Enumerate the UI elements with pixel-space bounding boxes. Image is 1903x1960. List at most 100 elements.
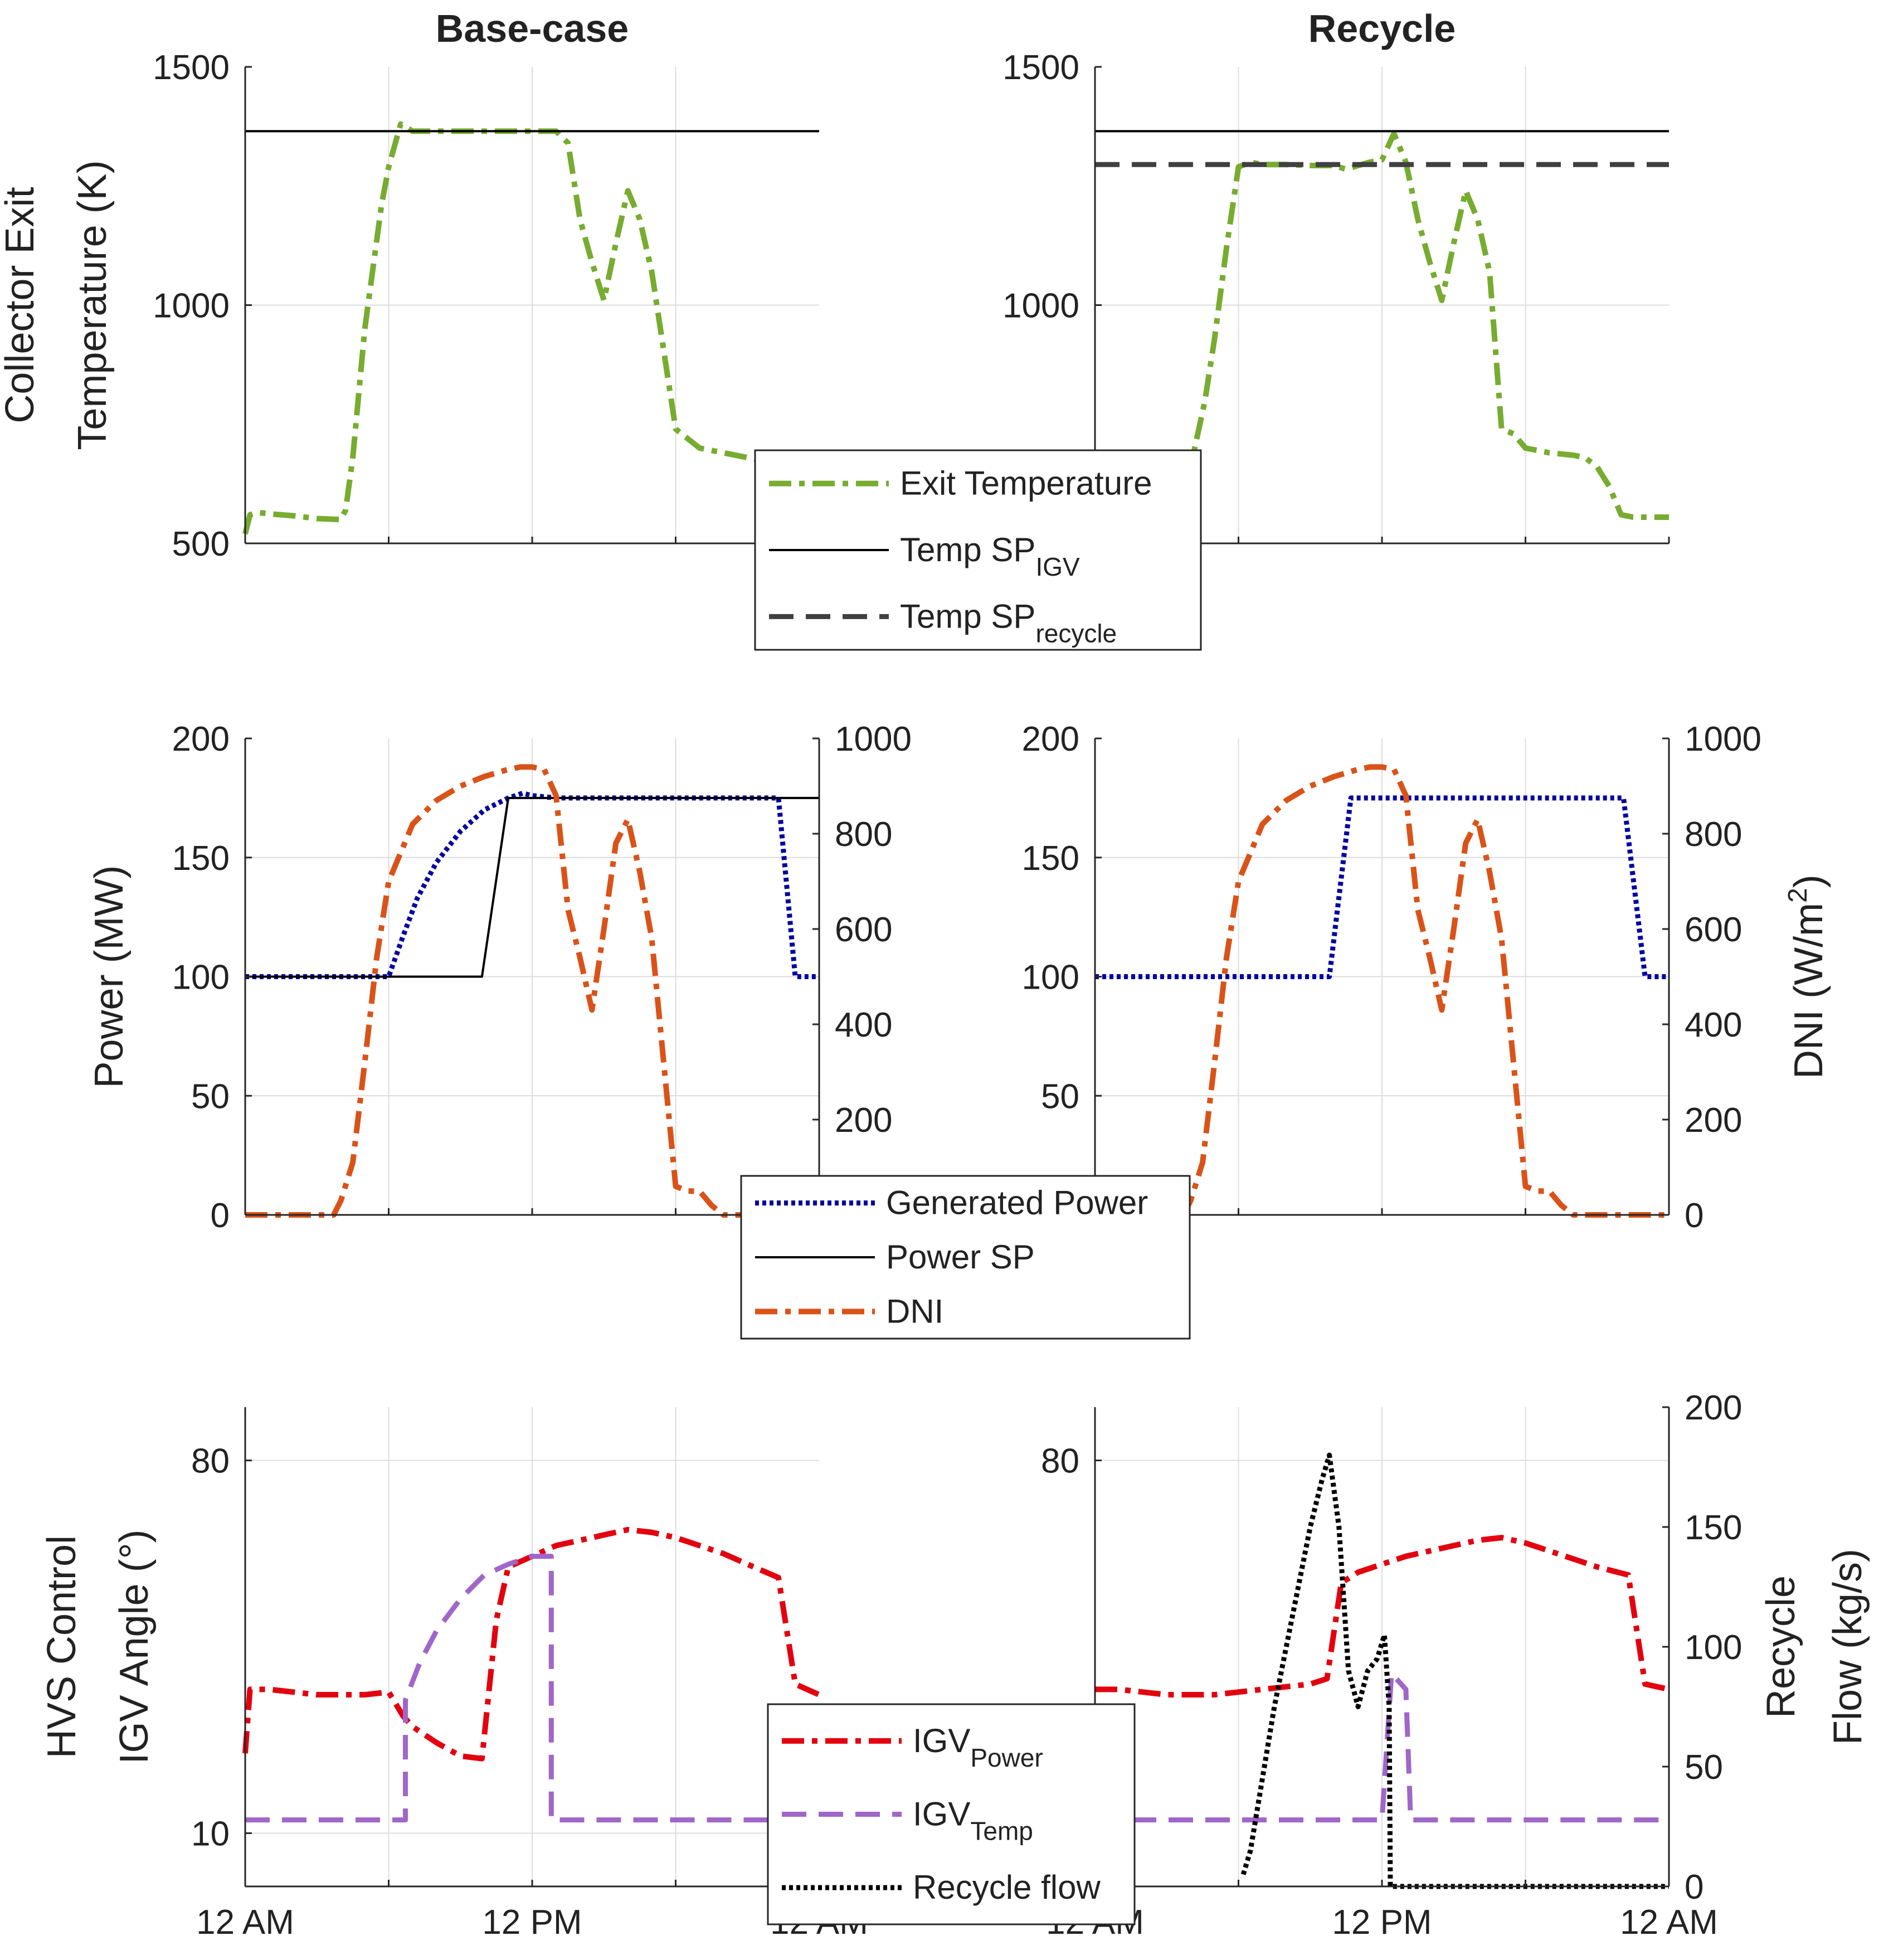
series-igv-power: [1095, 1535, 1670, 1698]
legend-label-main: Power SP: [886, 1238, 1035, 1276]
series-group: [1094, 130, 1669, 520]
y-axis-title: Power (MW): [87, 865, 132, 1088]
legend-power: Generated Power Power SP DNI: [740, 1175, 1191, 1340]
y-axis-title: Temperature (K): [70, 160, 115, 450]
legend-label: Temp SPIGV: [900, 531, 1080, 581]
legend-item: DNI: [755, 1292, 943, 1330]
series-group: [1095, 764, 1669, 1218]
y2-tick-label: 200: [835, 1101, 892, 1140]
x-tick-label: 12 PM: [1332, 1903, 1432, 1942]
y-tick-label: 200: [172, 720, 230, 758]
legend-label: IGVPower: [913, 1722, 1043, 1772]
legend-item: Temp SPIGV: [769, 531, 1080, 581]
y2-tick-label: 1000: [835, 720, 912, 758]
x-tick-label: 12 AM: [1620, 1903, 1718, 1942]
legend-label-subscript: recycle: [1035, 619, 1117, 648]
y2-tick-label: 50: [1685, 1748, 1723, 1787]
legend-label-subscript: Temp: [970, 1817, 1033, 1846]
y2-tick-label: 400: [1685, 1006, 1742, 1044]
y-tick-label: 100: [172, 959, 230, 997]
legend-label-main: Recycle flow: [913, 1869, 1101, 1906]
y2-tick-label: 600: [835, 911, 892, 949]
y2-tick-label: 400: [835, 1006, 892, 1044]
y-axis-title: DNI (W/m2): [1783, 874, 1831, 1079]
grid: [1095, 738, 1669, 1215]
legend-label-main: DNI: [886, 1292, 943, 1330]
axis-title-part: DNI (W/m: [1787, 903, 1831, 1079]
y2-tick-label: 100: [1685, 1628, 1742, 1667]
panel-title: Recycle: [1308, 7, 1456, 50]
legend-label: Recycle flow: [913, 1869, 1101, 1906]
series-group: [242, 1526, 821, 1823]
legend-label: Power SP: [886, 1238, 1035, 1276]
y-tick-label: 200: [1022, 720, 1079, 758]
y-tick-label: 1500: [153, 48, 230, 87]
y-axis-title: IGV Angle (°): [112, 1530, 157, 1764]
legend-label: DNI: [886, 1292, 943, 1330]
series-recycle-flow: [1240, 1452, 1669, 1889]
chart-temp-base: 500 1000 1500 Base-case Collector Exit Temper…: [0, 7, 820, 563]
series-exit-temperature: [1094, 130, 1669, 520]
y-tick-label: 150: [172, 839, 230, 878]
legend-label-subscript: IGV: [1035, 552, 1080, 581]
x-tick-label: 12 PM: [482, 1903, 582, 1942]
x-tick-label: 12 AM: [196, 1903, 294, 1942]
legend-label-main: Temp SP: [900, 597, 1035, 635]
y-axis-title: HVS Control: [40, 1535, 84, 1758]
series-group: [1095, 1452, 1670, 1889]
legend-item: Recycle flow: [782, 1869, 1101, 1906]
y2-tick-label: 0: [1685, 1868, 1704, 1906]
legend-label-main: Exit Temperature: [900, 465, 1152, 502]
series-group: [245, 764, 819, 1218]
y-tick-label: 100: [1022, 959, 1079, 997]
y-tick-label: 1500: [1002, 48, 1079, 87]
y-axis-title: Collector Exit: [0, 187, 42, 423]
y2-tick-label: 600: [1685, 911, 1742, 949]
y-tick-label: 80: [191, 1442, 230, 1481]
series-igv-power: [242, 1526, 821, 1762]
grid: [1095, 67, 1669, 543]
y-tick-label: 80: [1041, 1442, 1079, 1481]
y-tick-label: 150: [1022, 839, 1079, 878]
y-tick-label: 10: [191, 1815, 230, 1853]
grid: [245, 67, 819, 543]
legend-label-main: Generated Power: [886, 1184, 1148, 1222]
legend-label-main: IGV: [913, 1722, 970, 1759]
y-axis-title: Recycle: [1759, 1575, 1803, 1718]
legend-label-main: Temp SP: [900, 531, 1035, 568]
y2-tick-label: 800: [835, 815, 892, 854]
legend-label-subscript: Power: [970, 1743, 1043, 1772]
y-tick-label: 1000: [153, 287, 230, 325]
series-dni: [1095, 764, 1669, 1218]
series-group: [242, 121, 820, 535]
series-dni: [245, 764, 819, 1218]
y2-tick-label: 0: [1685, 1197, 1704, 1235]
y2-tick-label: 800: [1685, 815, 1742, 854]
legend-label: Exit Temperature: [900, 465, 1152, 502]
legend-item: Temp SPrecycle: [769, 597, 1117, 648]
chart-power-recycle: 05010015020002004006008001000DNI (W/m2): [1022, 720, 1831, 1235]
legend-item: Generated Power: [755, 1184, 1148, 1222]
series-igv-temp: [1095, 1671, 1669, 1823]
series-generated-power: [1095, 795, 1669, 979]
legend-label: Generated Power: [886, 1184, 1148, 1222]
legend-item: Exit Temperature: [769, 465, 1152, 502]
legend-item: IGVTemp: [782, 1796, 1033, 1846]
panel-title: Base-case: [436, 7, 629, 50]
legend-label-main: IGV: [913, 1796, 970, 1833]
y-tick-label: 500: [172, 525, 230, 563]
y2-tick-label: 200: [1685, 1101, 1742, 1140]
axis-title-superscript: 2: [1783, 888, 1813, 903]
y-tick-label: 50: [191, 1077, 230, 1116]
axis-title-part: ): [1787, 874, 1831, 888]
series-power-sp: [245, 796, 819, 978]
grid: [245, 1407, 819, 1886]
y2-tick-label: 200: [1685, 1389, 1742, 1427]
